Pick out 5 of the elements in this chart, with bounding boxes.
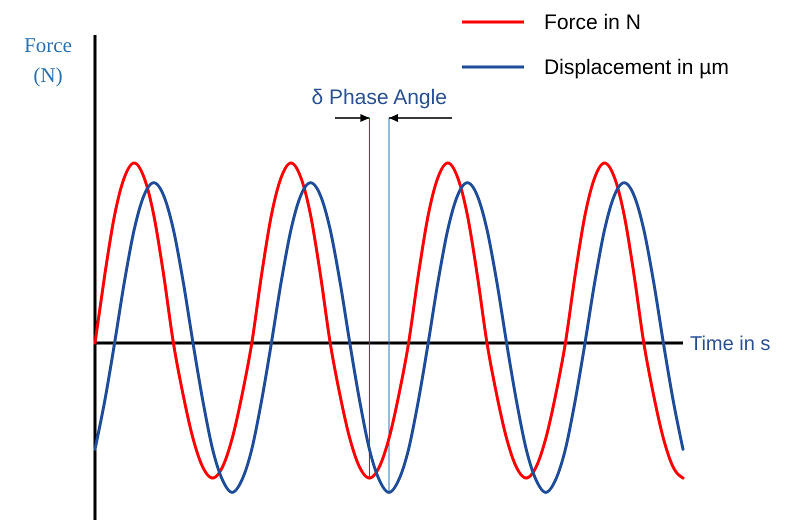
x-axis-title: Time in s [690,333,770,355]
legend-label: Force in N [544,11,641,34]
y-axis-title: Force (N) [24,33,72,87]
legend-label: Displacement in µm [544,56,729,79]
text: δ Phase Angle [311,86,447,109]
